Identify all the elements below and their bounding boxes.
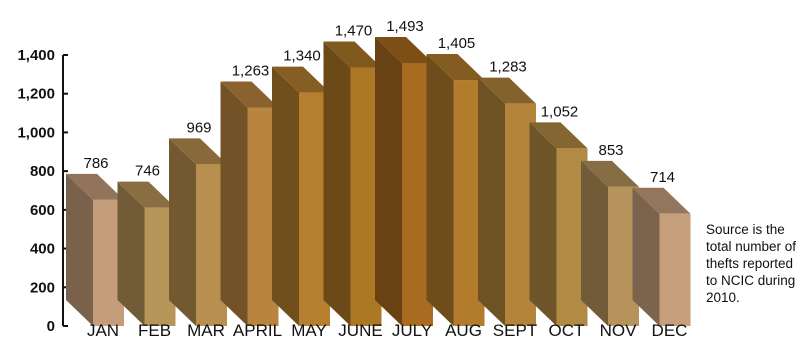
y-tick-label: 1,000 (17, 124, 55, 141)
y-tick-label: 400 (30, 241, 55, 258)
bar-side (272, 66, 299, 326)
data-label: 853 (598, 142, 623, 159)
bar-april (220, 81, 279, 326)
data-label: 714 (650, 169, 675, 186)
bar-top (220, 81, 279, 108)
data-label: 746 (135, 163, 160, 180)
x-tick-label: MAY (291, 321, 327, 337)
bar-top (169, 138, 227, 165)
bar-top (581, 160, 639, 187)
data-label: 969 (186, 119, 211, 136)
bar-may (272, 66, 330, 326)
bar-side (169, 138, 196, 326)
bar-side (220, 81, 248, 326)
data-label: 1,493 (386, 18, 424, 35)
y-tick-label: 0 (47, 318, 55, 335)
bar-top (117, 181, 176, 208)
y-tick-label: 800 (30, 163, 55, 180)
data-labels: 786 746 969 1,263 1,340 1,470 1,493 1,405 1,283 1… (83, 18, 675, 186)
bar-side (323, 41, 351, 326)
y-axis: 0 200 400 600 800 1,000 1,200 1,400 (17, 47, 68, 335)
data-label: 786 (83, 155, 108, 172)
bar-top (426, 54, 485, 81)
bar-top (66, 173, 124, 200)
x-tick-label: OCT (549, 321, 585, 337)
x-tick-label: NOV (600, 321, 638, 337)
bar-june (323, 41, 382, 326)
bar-series (66, 36, 691, 327)
bar-side (66, 173, 93, 326)
x-tick-label: JUNE (338, 321, 382, 337)
source-note: Source is the total number of thefts rep… (706, 222, 797, 305)
x-axis-labels: JAN FEB MAR APRIL MAY JUNE JULY AUG SEPT OCT NOV DE… (87, 321, 688, 337)
bar-oct (529, 122, 588, 326)
y-tick-label: 600 (30, 202, 55, 219)
data-label: 1,263 (232, 63, 270, 80)
bar-top (323, 41, 382, 68)
x-tick-label: APRIL (233, 321, 282, 337)
bar-side (478, 77, 505, 326)
x-tick-label: FEB (138, 321, 171, 337)
bar-top (632, 187, 691, 214)
bar-top (478, 77, 536, 104)
bar-july (375, 36, 433, 326)
bar-side (632, 187, 660, 326)
bar-dec (632, 187, 691, 326)
x-tick-label: JAN (87, 321, 119, 337)
y-tick-label: 1,400 (17, 47, 55, 64)
x-tick-label: JULY (392, 321, 432, 337)
data-label: 1,052 (541, 103, 579, 120)
bar-sept (478, 77, 536, 326)
bar-top (529, 122, 588, 149)
data-label: 1,340 (283, 48, 321, 65)
x-tick-label: DEC (652, 321, 688, 337)
bar-side (529, 122, 557, 326)
bar-side (375, 36, 402, 326)
bar-mar (169, 138, 227, 326)
bar-nov (581, 160, 639, 326)
bar-side (581, 160, 608, 326)
data-label: 1,470 (335, 22, 373, 39)
x-tick-label: SEPT (493, 321, 537, 337)
y-tick-label: 1,200 (17, 86, 55, 103)
data-label: 1,405 (438, 35, 476, 52)
bar-side (117, 181, 145, 326)
bar-top (375, 36, 433, 63)
bar-front (659, 213, 691, 326)
x-tick-label: MAR (187, 321, 225, 337)
data-label: 1,283 (489, 59, 527, 76)
bar-side (426, 54, 454, 327)
x-tick-label: AUG (445, 321, 482, 337)
bar-top (272, 66, 330, 93)
y-tick-label: 200 (30, 279, 55, 296)
bar-jan (66, 173, 124, 326)
bar-feb (117, 181, 176, 326)
bar-aug (426, 54, 485, 327)
